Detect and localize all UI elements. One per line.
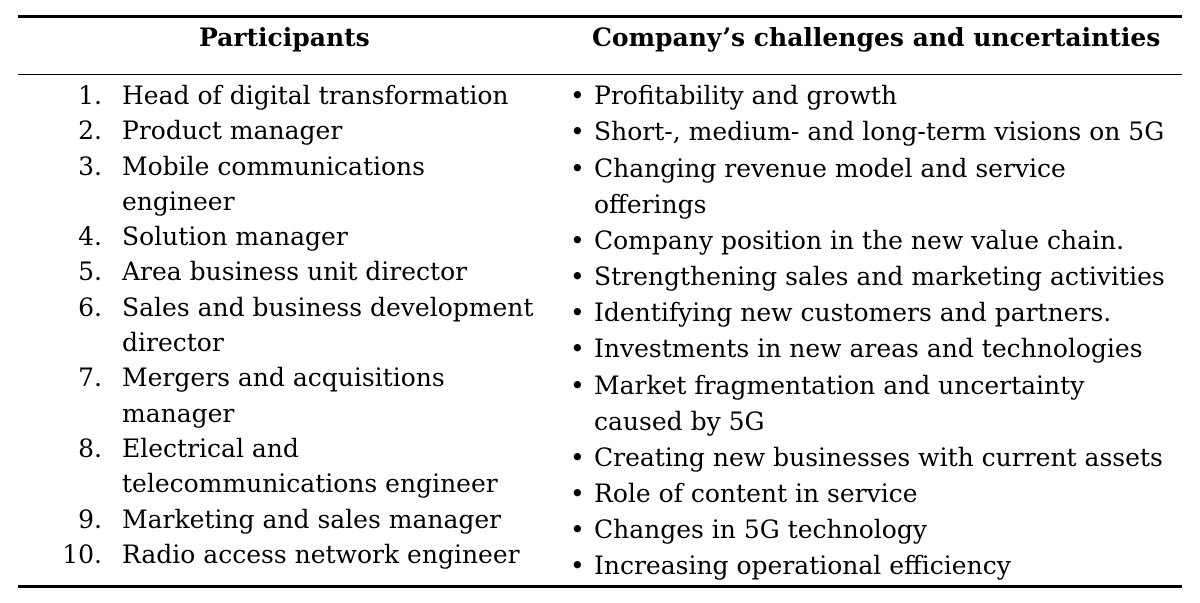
bullet-icon: •: [570, 442, 585, 472]
item-text: Role of content in service: [594, 478, 918, 508]
list-item: 8. Electrical and telecommunications engi…: [18, 431, 558, 502]
item-number: 8.: [78, 433, 102, 463]
list-item: • Strengthening sales and marketing activ…: [570, 259, 1180, 295]
list-item: • Increasing operational efficiency: [570, 548, 1180, 584]
item-number: 5.: [78, 257, 102, 287]
item-text: Creating new businesses with current ass…: [594, 442, 1163, 472]
list-item: • Creating new businesses with current as…: [570, 440, 1180, 476]
item-text: Identifying new customers and partners.: [594, 298, 1112, 328]
list-item: • Company position in the new value chain…: [570, 223, 1180, 259]
item-text: Radio access network engineer: [122, 539, 520, 569]
bullet-icon: •: [570, 551, 585, 581]
item-text: Mobile communications engineer: [122, 151, 425, 216]
item-number: 6.: [78, 292, 102, 322]
item-number: 7.: [78, 363, 102, 393]
item-text: Market fragmentation and uncertainty cau…: [594, 370, 1085, 436]
table-header-rule: [18, 74, 1182, 75]
item-text: Head of digital transformation: [122, 81, 509, 110]
item-text: Increasing operational efficiency: [594, 551, 1011, 581]
item-text: Electrical and telecommunications engine…: [122, 433, 498, 499]
item-number: 1.: [78, 81, 102, 110]
list-item: 1. Head of digital transformation: [18, 78, 558, 113]
list-item: 9. Marketing and sales manager: [18, 502, 558, 537]
challenges-header: Company’s challenges and uncertainties: [592, 23, 1161, 52]
item-text: Marketing and sales manager: [122, 504, 502, 534]
list-item: 5. Area business unit director: [18, 254, 558, 289]
list-item: • Changes in 5G technology: [570, 512, 1180, 548]
list-item: • Profitability and growth: [570, 78, 1180, 114]
item-text: Strengthening sales and marketing activi…: [594, 261, 1165, 291]
challenges-column: • Profitability and growth • Short-, mediu…: [570, 78, 1180, 584]
list-item: 7. Mergers and acquisitions manager: [18, 360, 558, 431]
table-top-rule: [18, 15, 1182, 18]
list-item: 10. Radio access network engineer: [18, 537, 558, 572]
item-number: 4.: [78, 222, 102, 252]
bullet-icon: •: [570, 334, 585, 364]
participants-list: 1. Head of digital transformation 2. Produ…: [18, 78, 558, 572]
item-text: Profitability and growth: [594, 81, 898, 111]
participants-column: 1. Head of digital transformation 2. Produ…: [18, 78, 558, 572]
bullet-icon: •: [570, 153, 585, 183]
list-item: • Changing revenue model and service offe…: [570, 150, 1180, 222]
table-bottom-rule: [18, 585, 1182, 588]
list-item: • Role of content in service: [570, 476, 1180, 512]
bullet-icon: •: [570, 81, 585, 111]
item-number: 9.: [78, 504, 102, 534]
item-text: Company position in the new value chain.: [594, 225, 1125, 255]
list-item: • Short-, medium- and long-term visions o…: [570, 114, 1180, 150]
item-text: Short-, medium- and long-term visions on…: [594, 117, 1165, 147]
item-text: Product manager: [122, 116, 343, 146]
item-text: Investments in new areas and technologie…: [594, 334, 1143, 364]
item-text: Changing revenue model and service offer…: [594, 153, 1066, 219]
list-item: • Market fragmentation and uncertainty ca…: [570, 367, 1180, 439]
bullet-icon: •: [570, 225, 585, 255]
bullet-icon: •: [570, 298, 585, 328]
bullet-icon: •: [570, 478, 585, 508]
list-item: • Identifying new customers and partners.: [570, 295, 1180, 331]
list-item: 2. Product manager: [18, 113, 558, 148]
participants-header: Participants: [199, 23, 370, 52]
item-number: 10.: [62, 539, 102, 569]
bullet-icon: •: [570, 370, 585, 400]
item-text: Changes in 5G technology: [594, 515, 927, 545]
bullet-icon: •: [570, 261, 585, 291]
bullet-icon: •: [570, 515, 585, 545]
list-item: 6. Sales and business development directo…: [18, 290, 558, 361]
item-text: Solution manager: [122, 222, 348, 252]
item-text: Mergers and acquisitions manager: [122, 363, 445, 428]
list-item: 3. Mobile communications engineer: [18, 149, 558, 220]
item-text: Area business unit director: [122, 257, 468, 287]
challenges-list: • Profitability and growth • Short-, mediu…: [570, 78, 1180, 584]
item-number: 3.: [78, 151, 102, 181]
list-item: 4. Solution manager: [18, 219, 558, 254]
item-number: 2.: [78, 116, 102, 146]
list-item: • Investments in new areas and technologi…: [570, 331, 1180, 367]
item-text: Sales and business development director: [122, 292, 534, 358]
bullet-icon: •: [570, 117, 585, 147]
